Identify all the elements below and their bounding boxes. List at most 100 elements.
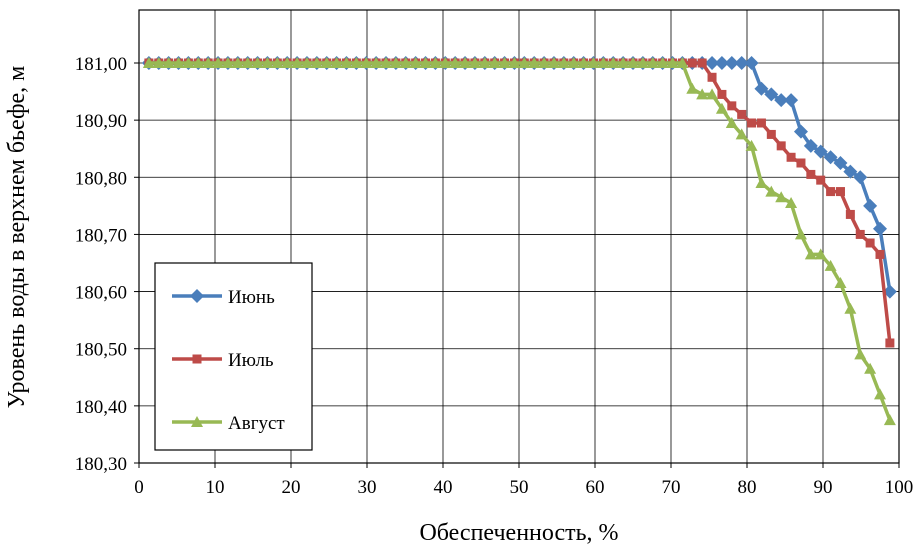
x-tick-label: 40 <box>434 477 453 498</box>
x-tick-label: 30 <box>358 477 377 498</box>
marker <box>636 57 649 68</box>
marker <box>538 57 551 68</box>
marker <box>834 277 847 288</box>
marker <box>330 57 343 68</box>
y-tick-label: 180,60 <box>75 283 127 304</box>
marker <box>823 150 838 165</box>
marker <box>389 57 402 68</box>
marker <box>717 89 727 99</box>
marker <box>488 57 501 68</box>
marker <box>478 57 491 68</box>
marker <box>696 88 709 100</box>
x-tick-label: 20 <box>282 477 301 498</box>
marker <box>864 362 877 374</box>
marker <box>221 57 234 68</box>
marker <box>766 129 776 139</box>
marker <box>182 57 195 68</box>
marker <box>508 57 521 68</box>
marker <box>271 57 284 68</box>
marker <box>853 170 868 185</box>
marker <box>192 57 205 68</box>
y-tick-label: 181,00 <box>75 54 127 75</box>
legend-label: Август <box>228 413 285 434</box>
marker <box>468 57 481 68</box>
marker <box>202 57 215 68</box>
marker <box>813 144 828 159</box>
marker <box>875 249 885 259</box>
marker <box>786 152 796 162</box>
marker <box>804 248 817 260</box>
legend-box <box>154 262 313 451</box>
marker <box>152 57 165 68</box>
x-tick-label: 10 <box>206 477 225 498</box>
marker <box>737 109 747 119</box>
marker <box>212 57 225 68</box>
marker <box>705 56 720 70</box>
marker <box>854 348 867 360</box>
marker <box>883 414 896 426</box>
marker <box>882 284 897 299</box>
marker <box>320 57 333 68</box>
marker <box>707 72 717 82</box>
x-tick-label: 0 <box>134 477 144 498</box>
marker <box>833 156 848 170</box>
marker <box>399 57 412 68</box>
marker <box>793 124 808 139</box>
marker <box>429 57 442 68</box>
marker <box>261 57 274 68</box>
marker <box>656 57 669 68</box>
marker <box>518 57 531 68</box>
marker <box>360 57 373 68</box>
marker <box>587 57 600 68</box>
marker <box>745 139 758 151</box>
y-tick-label: 180,30 <box>75 454 127 475</box>
marker <box>310 57 323 68</box>
marker <box>845 209 855 219</box>
legend-label: Июнь <box>228 287 275 308</box>
marker <box>725 117 738 128</box>
marker <box>459 57 472 68</box>
marker <box>873 221 887 236</box>
legend-label: Июль <box>228 350 274 371</box>
marker <box>826 187 836 197</box>
marker <box>794 228 807 240</box>
y-axis-label: Уровень воды в верхнем бьефе, м <box>4 66 30 409</box>
y-tick-label: 180,90 <box>75 111 127 132</box>
x-tick-label: 90 <box>814 477 833 498</box>
marker <box>567 57 580 68</box>
marker <box>419 57 432 68</box>
marker <box>816 175 826 185</box>
marker <box>577 57 590 68</box>
marker <box>370 57 383 68</box>
marker <box>291 57 304 68</box>
marker <box>528 57 541 68</box>
marker <box>706 88 719 100</box>
marker <box>380 57 392 68</box>
marker <box>855 229 865 239</box>
marker <box>734 56 749 70</box>
marker <box>803 138 818 153</box>
marker <box>300 57 313 68</box>
legend: Июнь Июль Август <box>154 262 313 451</box>
y-tick-label: 180,80 <box>75 168 127 189</box>
marker <box>796 158 806 168</box>
marker <box>755 177 768 188</box>
marker <box>439 57 452 68</box>
marker <box>557 57 570 68</box>
marker <box>697 58 707 68</box>
marker <box>449 57 462 68</box>
marker <box>714 56 729 70</box>
marker <box>765 185 778 197</box>
y-tick-label: 180,50 <box>75 340 127 361</box>
marker <box>715 102 728 114</box>
y-tick-label: 180,40 <box>75 397 127 418</box>
marker <box>814 248 827 260</box>
marker <box>744 56 759 70</box>
marker <box>281 57 294 68</box>
marker <box>806 169 816 179</box>
marker <box>231 57 244 68</box>
marker <box>835 187 845 197</box>
x-tick-label: 100 <box>885 477 914 498</box>
marker <box>241 57 254 68</box>
